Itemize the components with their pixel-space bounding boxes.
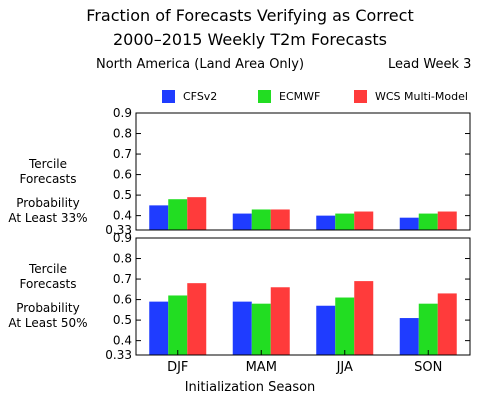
top-bar-mam-cfsv2 bbox=[232, 213, 252, 230]
bottom-panel-label: Tercile Forecasts Probability At Least 5… bbox=[0, 262, 96, 331]
bottom-panel-frame bbox=[135, 237, 471, 356]
region-label: North America (Land Area Only) bbox=[96, 57, 305, 72]
top-panel-frame bbox=[135, 112, 471, 231]
x-tick-label-mam: MAM bbox=[246, 360, 277, 375]
top-bar-son-wcs bbox=[437, 211, 457, 230]
bottom-panel-label-line4: At Least 50% bbox=[8, 316, 88, 330]
legend-item-wcs: WCS Multi-Model bbox=[354, 90, 468, 103]
bottom-panel-label-line2: Forecasts bbox=[19, 277, 77, 291]
top-panel-label: Tercile Forecasts Probability At Least 3… bbox=[0, 157, 96, 226]
top-panel-label-line4: At Least 33% bbox=[8, 211, 88, 225]
bottom-panel-label-line3: Probability bbox=[16, 301, 80, 315]
bottom-ytick-label: 0.9 bbox=[113, 231, 132, 245]
x-tick-label-jja: JJA bbox=[336, 360, 353, 375]
bottom-bar-mam-cfsv2 bbox=[232, 301, 252, 355]
bottom-bar-djf-ecmwf bbox=[168, 295, 188, 355]
top-bar-djf-wcs bbox=[187, 197, 207, 230]
bottom-bar-son-cfsv2 bbox=[399, 318, 419, 355]
top-bar-jja-wcs bbox=[354, 211, 374, 230]
legend-label-ecmwf: ECMWF bbox=[279, 90, 321, 103]
top-panel-label-line1: Tercile bbox=[29, 157, 67, 171]
top-bar-mam-ecmwf bbox=[251, 209, 271, 230]
legend-swatch-ecmwf bbox=[258, 90, 271, 103]
chart-title-line1: Fraction of Forecasts Verifying as Corre… bbox=[86, 6, 414, 25]
bottom-bar-son-wcs bbox=[437, 293, 457, 355]
bottom-ytick-label: 0.4 bbox=[113, 334, 132, 348]
bottom-ytick-label: 0.5 bbox=[113, 313, 132, 327]
x-axis-label: Initialization Season bbox=[184, 380, 316, 395]
top-bar-jja-ecmwf bbox=[335, 213, 355, 230]
bottom-ytick-label: 0.8 bbox=[113, 252, 132, 266]
bottom-bar-jja-ecmwf bbox=[335, 297, 355, 355]
top-panel-label-line3: Probability bbox=[16, 196, 80, 210]
bottom-bar-jja-cfsv2 bbox=[316, 305, 336, 355]
lead-label: Lead Week 3 bbox=[388, 57, 472, 72]
bottom-ytick-label: 0.6 bbox=[113, 293, 132, 307]
top-bar-djf-cfsv2 bbox=[149, 205, 169, 230]
bottom-bar-djf-wcs bbox=[187, 283, 207, 355]
legend-label-wcs: WCS Multi-Model bbox=[375, 90, 468, 103]
legend-swatch-cfsv2 bbox=[162, 90, 175, 103]
bottom-panel-label-line1: Tercile bbox=[29, 262, 67, 276]
bottom-ytick-label: 0.7 bbox=[113, 272, 132, 286]
bottom-ytick-label: 0.33 bbox=[105, 348, 132, 362]
legend-label-cfsv2: CFSv2 bbox=[183, 90, 218, 103]
legend-item-ecmwf: ECMWF bbox=[258, 90, 320, 103]
top-bar-son-ecmwf bbox=[418, 213, 438, 230]
bottom-bar-jja-wcs bbox=[354, 281, 374, 355]
legend-swatch-wcs bbox=[354, 90, 367, 103]
top-bar-son-cfsv2 bbox=[399, 217, 419, 230]
bottom-bar-son-ecmwf bbox=[418, 303, 438, 355]
top-ytick-label: 0.4 bbox=[113, 209, 132, 223]
top-ytick-label: 0.6 bbox=[113, 168, 132, 182]
chart-title-line2: 2000–2015 Weekly T2m Forecasts bbox=[112, 30, 388, 49]
top-bar-mam-wcs bbox=[270, 209, 290, 230]
bottom-bar-mam-ecmwf bbox=[251, 303, 271, 355]
x-tick-label-djf: DJF bbox=[167, 360, 188, 375]
top-ytick-label: 0.9 bbox=[113, 106, 132, 120]
top-bar-jja-cfsv2 bbox=[316, 215, 336, 230]
top-bar-djf-ecmwf bbox=[168, 199, 188, 230]
top-ytick-label: 0.33 bbox=[105, 223, 132, 237]
top-ytick-label: 0.5 bbox=[113, 188, 132, 202]
top-ytick-label: 0.8 bbox=[113, 127, 132, 141]
legend-item-cfsv2: CFSv2 bbox=[162, 90, 217, 103]
bottom-bar-djf-cfsv2 bbox=[149, 301, 169, 355]
top-panel-label-line2: Forecasts bbox=[19, 172, 77, 186]
top-ytick-label: 0.7 bbox=[113, 147, 132, 161]
bottom-bar-mam-wcs bbox=[270, 287, 290, 355]
x-tick-label-son: SON bbox=[414, 360, 442, 375]
